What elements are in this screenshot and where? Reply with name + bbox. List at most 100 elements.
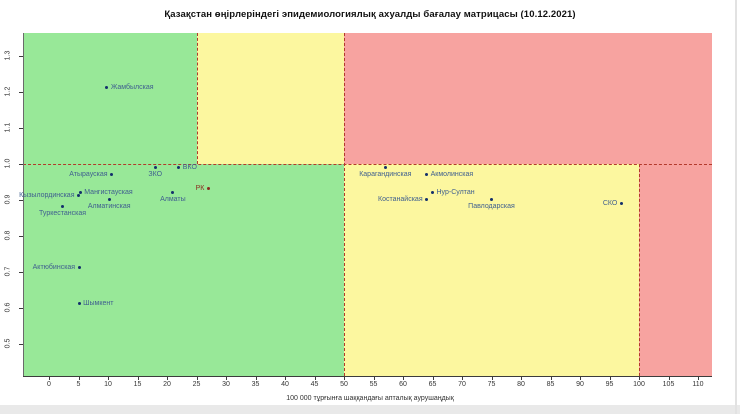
x-axis-tick — [285, 377, 286, 380]
data-point-label: Мангистауская — [84, 188, 133, 196]
data-point-label: ЗКО — [148, 170, 163, 178]
x-axis-tick — [373, 377, 375, 380]
y-axis-tick-label: 1.0 — [4, 158, 12, 168]
x-axis-tick-label: 110 — [692, 381, 704, 388]
x-axis-tick-label: 30 — [222, 381, 230, 388]
data-point-label: Шымкент — [83, 300, 114, 308]
x-axis-tick — [403, 377, 404, 380]
y-axis-tick-label: 0.5 — [4, 338, 12, 348]
x-axis-tick — [255, 377, 257, 380]
y-axis-tick-label: 1.1 — [4, 122, 12, 132]
x-axis-tick-label: 0 — [47, 381, 51, 388]
data-point — [107, 198, 111, 201]
x-axis-tick — [196, 377, 198, 380]
y-axis-line — [23, 33, 24, 376]
x-axis-tick-label: 70 — [458, 381, 466, 388]
x-axis-tick-label: 50 — [340, 381, 348, 388]
data-point-label: ВКО — [182, 163, 197, 171]
data-point — [206, 187, 210, 191]
data-point — [619, 201, 623, 205]
x-axis-tick-label: 55 — [369, 381, 378, 388]
data-point-label: Атырауская — [69, 170, 108, 178]
x-axis-tick-label: 60 — [399, 381, 407, 388]
threshold-line-vertical — [196, 33, 198, 164]
data-point-label: Нур-Султан — [436, 188, 475, 196]
y-axis-tick — [19, 343, 23, 345]
x-axis-tick-label: 95 — [605, 381, 614, 388]
x-axis-tick-label: 85 — [546, 381, 555, 388]
data-point-label: РК — [195, 185, 205, 193]
y-axis-tick — [19, 271, 23, 273]
risk-zone-red — [639, 163, 712, 376]
x-axis-tick-label: 105 — [662, 381, 675, 388]
x-axis-tick-label: 75 — [487, 381, 496, 388]
window-right-edge — [735, 0, 737, 414]
y-axis-tick-label: 0.9 — [4, 194, 12, 204]
x-axis-tick — [521, 377, 522, 380]
data-point — [171, 190, 175, 194]
x-axis-tick — [462, 377, 463, 380]
x-axis-tick-label: 10 — [104, 381, 112, 388]
x-axis-tick-label: 45 — [310, 381, 319, 388]
y-axis-tick — [19, 127, 23, 129]
threshold-line-horizontal — [23, 163, 712, 165]
data-point — [490, 198, 493, 201]
data-point — [78, 190, 82, 194]
data-point-label: Актюбинская — [32, 264, 76, 272]
risk-zone-green — [23, 163, 344, 376]
data-point — [110, 172, 114, 176]
x-axis-tick — [49, 377, 50, 380]
y-axis-tick — [19, 163, 23, 165]
y-axis-tick — [19, 55, 23, 57]
y-axis-tick — [19, 199, 23, 201]
x-axis-tick — [108, 377, 109, 380]
data-point — [77, 302, 81, 306]
x-axis-tick-label: 15 — [133, 381, 142, 388]
data-point-label: Карагандинская — [359, 170, 412, 178]
data-point-label: Туркестанская — [39, 210, 87, 218]
x-axis-tick — [137, 377, 139, 380]
x-axis-tick — [491, 377, 493, 380]
x-axis-tick-label: 65 — [428, 381, 437, 388]
data-point-label: Кызылординская — [19, 192, 75, 200]
threshold-line-vertical — [639, 163, 640, 376]
x-axis-tick — [639, 377, 640, 380]
x-axis-tick — [668, 377, 670, 380]
x-axis-tick — [314, 377, 316, 380]
x-axis-tick — [550, 377, 552, 380]
chart-title: Қазақстан өңірлеріндегі эпидемиологиялық… — [164, 9, 576, 20]
risk-zone-red — [344, 33, 712, 164]
y-axis-tick — [19, 91, 23, 93]
x-axis-tick — [344, 377, 345, 380]
x-axis-tick-label: 100 — [633, 381, 645, 388]
data-point — [431, 190, 434, 194]
y-axis-tick-label: 0.6 — [4, 302, 12, 312]
x-axis-tick — [432, 377, 434, 380]
window-bottom-strip — [0, 405, 740, 414]
x-axis-tick — [226, 377, 227, 380]
y-axis-tick-label: 0.8 — [4, 230, 12, 240]
data-point — [383, 165, 387, 169]
x-axis-tick — [167, 377, 168, 380]
data-point — [153, 165, 157, 169]
x-axis-tick-label: 5 — [76, 381, 81, 388]
data-point-label: Жамбылская — [110, 84, 154, 92]
x-axis-tick — [698, 377, 699, 380]
x-axis-tick-label: 20 — [163, 381, 171, 388]
data-point-label: Акмолинская — [430, 170, 474, 178]
data-point — [61, 205, 65, 209]
x-axis-tick-label: 35 — [251, 381, 260, 388]
x-axis-label: 100 000 тұрғынға шаққандағы апталық ауру… — [286, 395, 454, 402]
data-point — [105, 86, 109, 90]
data-point-label: Алматинская — [87, 203, 131, 210]
data-point — [425, 172, 429, 176]
y-axis-tick — [19, 235, 23, 237]
risk-zone-green — [23, 33, 197, 164]
x-axis-tick — [78, 377, 80, 380]
x-axis-tick-label: 80 — [517, 381, 525, 388]
x-axis-tick — [580, 377, 581, 380]
y-axis-tick — [19, 307, 23, 309]
x-axis-line — [23, 376, 712, 377]
x-axis-tick-label: 25 — [192, 381, 201, 388]
